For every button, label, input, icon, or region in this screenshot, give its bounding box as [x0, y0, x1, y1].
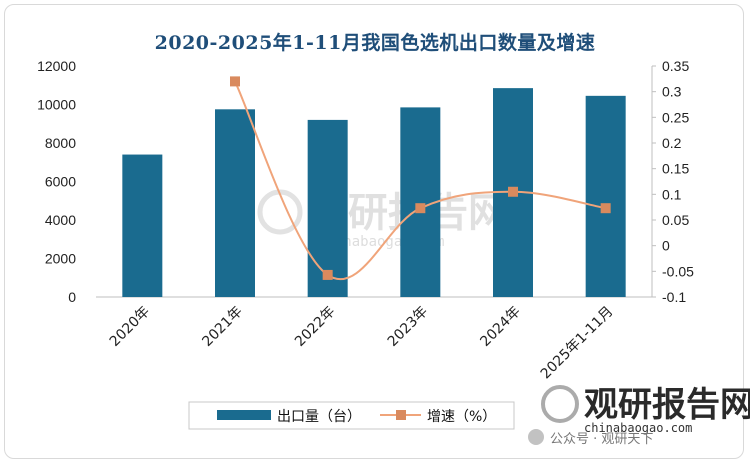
growth-point	[508, 186, 518, 197]
right-tick-label: -0.05	[662, 263, 694, 279]
bar	[122, 154, 163, 297]
corner-watermark-name: 观研报告网	[584, 385, 750, 425]
right-tick-label: 0	[662, 238, 670, 254]
right-tick-label: 0.2	[662, 135, 682, 151]
right-tick-label: 0.3	[662, 84, 682, 100]
left-tick-label: 4000	[45, 212, 76, 228]
growth-point	[600, 203, 611, 214]
left-tick-label: 12000	[37, 58, 76, 74]
right-tick-label: 0.35	[662, 58, 689, 74]
right-tick-label: 0.25	[662, 109, 689, 125]
x-tick-label: 2025年1-11月	[538, 304, 617, 383]
x-tick-label: 2023年	[385, 304, 431, 350]
corner-watermark: 观研报告网 chinabaogao.com 公众号 · 观研天下	[528, 385, 750, 447]
left-tick-label: 8000	[45, 135, 76, 151]
wechat-label: 公众号 · 观研天下	[550, 432, 653, 447]
x-tick-label: 2020年	[107, 304, 153, 350]
corner-watermark-url: chinabaogao.com	[584, 421, 692, 435]
bar	[585, 95, 626, 298]
bar	[307, 119, 348, 298]
left-tick-label: 6000	[45, 174, 76, 190]
x-tick-label: 2024年	[477, 304, 523, 350]
legend: 出口量（台） 增速（%）	[188, 401, 515, 430]
left-tick-label: 2000	[45, 251, 76, 267]
growth-line	[234, 80, 606, 281]
corner-logo-icon	[541, 385, 579, 423]
left-tick-label: 10000	[37, 97, 76, 113]
legend-line-label: 增速（%）	[427, 409, 496, 425]
legend-line-marker	[396, 410, 406, 420]
x-tick-label: 2022年	[292, 304, 338, 350]
right-tick-label: 0.05	[662, 212, 689, 228]
legend-bar-label: 出口量（台）	[277, 409, 361, 425]
chart-title: 2020-2025年1-11月我国色选机出口数量及增速	[154, 32, 596, 54]
growth-point	[230, 76, 240, 87]
growth-point	[415, 203, 426, 214]
bar	[215, 109, 255, 297]
x-tick-label: 2021年	[199, 304, 245, 350]
left-tick-label: 0	[68, 289, 76, 305]
center-watermark: 观研报告网 chinabaogao.com	[257, 189, 508, 250]
wechat-icon	[528, 429, 544, 445]
right-tick-label: 0.15	[662, 161, 689, 177]
right-tick-label: -0.1	[662, 289, 686, 305]
right-tick-label: 0.1	[662, 186, 682, 202]
growth-point	[322, 269, 333, 280]
legend-bar-swatch	[217, 410, 271, 420]
